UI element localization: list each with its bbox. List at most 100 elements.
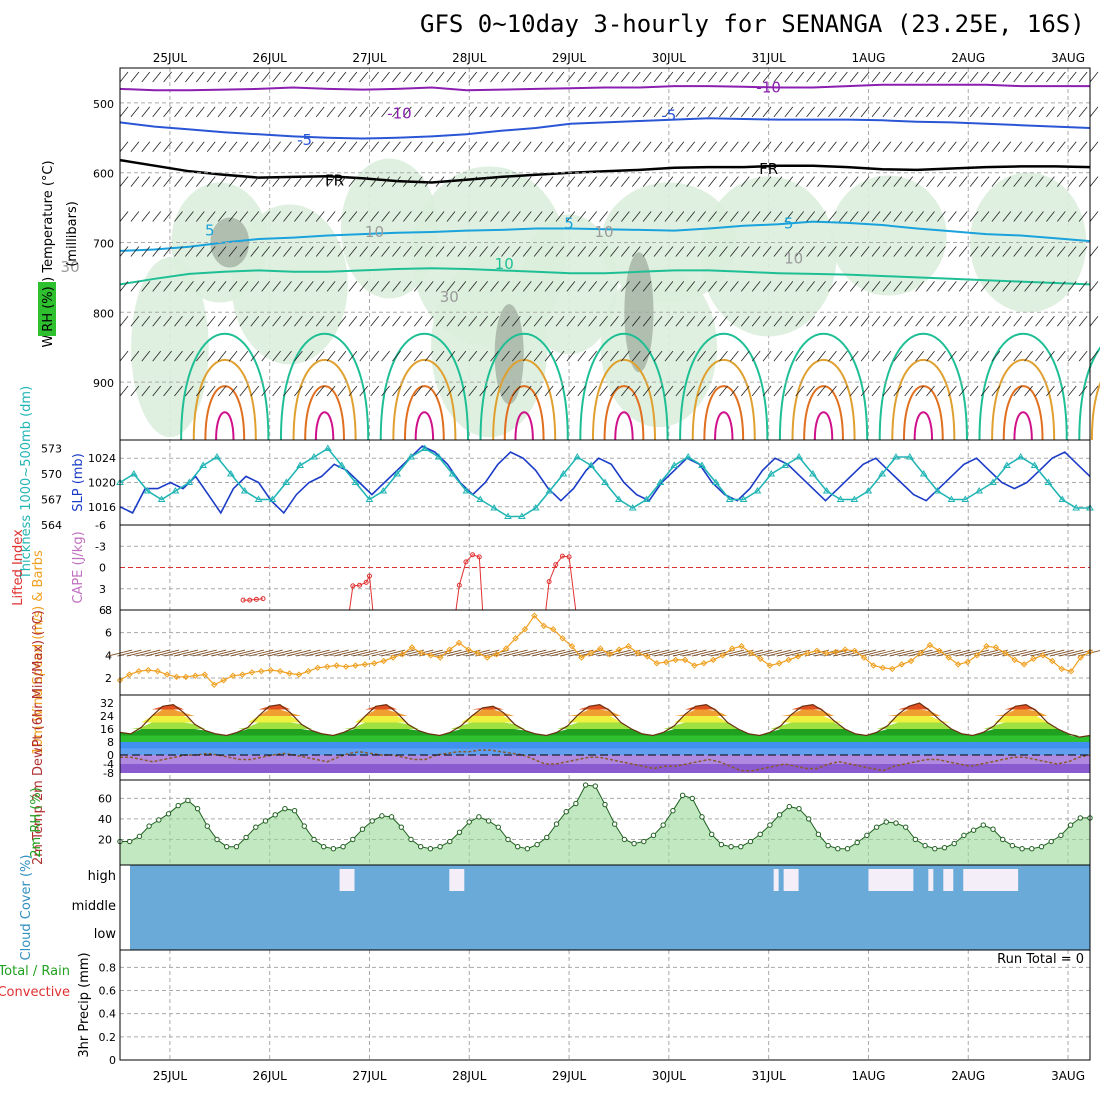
wind-barb <box>958 281 968 292</box>
wind-barb <box>991 141 1001 153</box>
wind-barb <box>544 315 554 327</box>
wind-barb <box>893 176 903 187</box>
wind-barb <box>566 71 576 83</box>
isotherm-loop <box>603 385 645 441</box>
wind-barb <box>163 350 172 362</box>
wind-barb <box>381 350 390 362</box>
wind-barb <box>130 281 140 292</box>
wind-barb <box>403 281 412 292</box>
wind-barb <box>686 281 696 292</box>
wind-barb <box>740 141 750 153</box>
rh-point <box>282 805 288 812</box>
wind-barb <box>533 315 543 327</box>
wind-barb <box>337 71 347 83</box>
wind-barb <box>501 106 510 118</box>
rh-point <box>495 824 501 830</box>
wind-barb <box>926 385 935 397</box>
wind-barb <box>751 385 761 397</box>
wind-barb <box>206 176 216 187</box>
wind-barb <box>1035 211 1044 222</box>
wind-point <box>267 666 274 674</box>
wind-barb-10m <box>569 649 594 657</box>
wind-barb <box>304 211 314 222</box>
rh-point <box>932 846 938 852</box>
wind-point <box>1020 661 1028 668</box>
wind-barb <box>631 385 641 397</box>
wind-barb <box>969 141 979 153</box>
wind-barb <box>882 315 892 327</box>
wind-barb <box>958 141 968 153</box>
wind-barb <box>261 246 270 257</box>
wind-barb <box>653 176 663 187</box>
wind-barb <box>512 315 521 327</box>
wind-barb <box>708 141 717 153</box>
wind-barb <box>294 246 303 257</box>
wind-barb-10m <box>362 649 387 657</box>
wind-barb <box>250 106 260 118</box>
isotherm-temp_minus10 <box>119 83 1090 92</box>
wind-barb <box>490 141 499 153</box>
wind-barb <box>686 211 696 222</box>
wind-barb <box>294 176 303 187</box>
wind-barb-10m <box>456 649 481 657</box>
thickness-point <box>129 470 138 477</box>
wind-barb <box>1024 141 1033 153</box>
wind-barb <box>512 246 521 257</box>
wind-point <box>333 662 340 669</box>
wind-barb-10m <box>974 649 999 657</box>
wind-barb <box>697 350 706 362</box>
wind-barb <box>871 106 881 118</box>
wind-barb <box>250 246 260 257</box>
wind-barb <box>610 141 619 153</box>
wind-barb <box>261 106 270 118</box>
wind-barb <box>969 246 979 257</box>
wind-barb <box>860 385 870 397</box>
rh-point <box>1029 846 1035 852</box>
wind-barb <box>392 141 401 153</box>
wind-barb <box>185 281 194 292</box>
isotherm-loop <box>991 359 1056 441</box>
wind-barb <box>283 315 292 327</box>
wind-barb <box>915 350 924 362</box>
wind-barb <box>915 71 924 83</box>
wind-barb <box>304 106 314 118</box>
cloud-gap <box>963 869 1019 891</box>
wind-barb <box>261 315 270 327</box>
wind-barb-10m <box>870 649 895 657</box>
wind-barb <box>621 315 630 327</box>
wind-barb <box>435 385 445 397</box>
rh-point <box>602 801 608 808</box>
wind-barb <box>522 141 532 153</box>
thickness-point <box>753 487 762 494</box>
wind-barb <box>806 106 815 118</box>
wind-barb <box>904 211 914 222</box>
wind-barb <box>250 315 260 327</box>
wind-barb <box>893 246 903 257</box>
wind-barb <box>555 141 565 153</box>
rh-point <box>641 838 647 845</box>
wind-barb <box>250 350 260 362</box>
wind-barb <box>631 176 641 187</box>
wind-barb <box>239 211 249 222</box>
wind-barb <box>1046 281 1055 292</box>
isotherm-loop <box>314 411 335 441</box>
date-label-bottom: 27JUL <box>352 1069 387 1083</box>
date-label-bottom: 25JUL <box>153 1069 188 1083</box>
rh-point <box>418 843 424 850</box>
cloud-gap <box>928 869 934 891</box>
wind-barb <box>882 385 892 397</box>
wind-barb-10m <box>258 649 283 657</box>
rh-point <box>815 831 822 838</box>
wind-point <box>766 662 774 669</box>
wind-barb <box>315 246 325 257</box>
wind-barb <box>555 385 565 397</box>
wind-barb <box>174 246 183 257</box>
wind-barb <box>185 176 194 187</box>
temp-band <box>120 764 1090 773</box>
wind-barb <box>261 281 270 292</box>
wind-barb <box>228 141 238 153</box>
wind-barb <box>653 315 663 327</box>
wind-point <box>663 658 670 666</box>
wind-barb <box>730 385 739 397</box>
wind-barb <box>130 106 140 118</box>
